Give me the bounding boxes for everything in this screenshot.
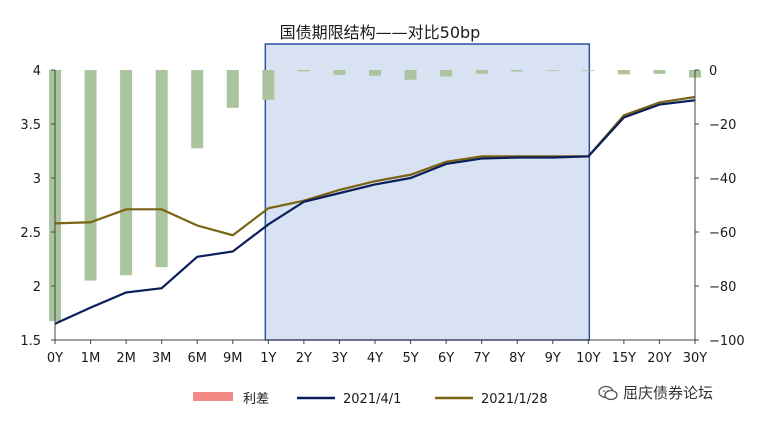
bar-9M [226,70,239,108]
bar-2M [120,70,133,276]
right-tick-label: −20 [709,118,736,133]
x-tick-label: 20Y [647,351,672,366]
bar-8Y [511,70,524,72]
x-tick-label: 8Y [509,351,525,366]
x-tick-label: 15Y [612,351,637,366]
x-tick-label: 5Y [402,351,418,366]
legend-label-2021/4/1: 2021/4/1 [343,392,401,407]
left-tick-label: 4 [33,64,41,79]
bar-20Y [653,70,666,74]
right-tick-label: −80 [709,280,736,295]
x-tick-label: 3Y [331,351,347,366]
legend-label-2021/1/28: 2021/1/28 [481,392,548,407]
x-tick-label: 1M [81,351,101,366]
left-tick-label: 2 [33,280,41,295]
left-tick-label: 1.5 [20,334,41,349]
bar-6M [191,70,204,149]
left-tick-label: 2.5 [20,226,41,241]
bar-3Y [333,70,346,75]
x-tick-label: 2Y [296,351,312,366]
bar-2Y [297,70,310,72]
right-tick-label: −60 [709,226,736,241]
x-tick-label: 2M [116,351,136,366]
x-tick-label: 4Y [367,351,383,366]
wechat-icon [598,385,618,400]
watermark-text: 屈庆债券论坛 [623,384,714,402]
line-series-group [54,95,696,325]
x-tick-label: 3M [152,351,172,366]
bar-6Y [440,70,453,77]
line-series-2021/4/1 [54,99,696,325]
watermark: 屈庆债券论坛 [597,382,713,403]
left-tick-label: 3.5 [20,118,41,133]
legend: 利差 2021/4/1 2021/1/28 [193,392,548,407]
x-tick-label: 6M [187,351,207,366]
bar-1M [84,70,97,281]
x-tick-label: 9Y [545,351,561,366]
axes: 4 3.5 3 2.5 2 1.5 0 −20 −40 −60 −80 −100 0Y 1M 2M 3M 6M 9… [20,64,744,366]
legend-label-spread: 利差 [243,392,269,407]
bar-9Y [546,70,559,71]
bar-10Y [582,70,595,71]
bar-3M [155,70,168,268]
right-tick-label: −100 [709,334,745,349]
x-tick-label: 0Y [47,351,63,366]
x-tick-label: 7Y [474,351,490,366]
bar-4Y [369,70,381,76]
highlight-region [264,43,591,341]
x-tick-label: 6Y [438,351,454,366]
bar-series-spread [49,70,701,322]
bar-7Y [475,70,488,74]
x-tick-label: 10Y [576,351,601,366]
bar-5Y [404,70,417,80]
x-tick-label: 1Y [260,351,276,366]
x-tick-label: 30Y [683,351,708,366]
bar-1Y [262,70,275,100]
bar-15Y [617,70,630,75]
right-tick-label: 0 [709,64,717,79]
chart-title: 国债期限结构——对比50bp [280,23,481,42]
x-tick-label: 9M [223,351,243,366]
legend-swatch-spread [193,392,233,401]
right-tick-label: −40 [709,172,736,187]
left-tick-label: 3 [33,172,41,187]
